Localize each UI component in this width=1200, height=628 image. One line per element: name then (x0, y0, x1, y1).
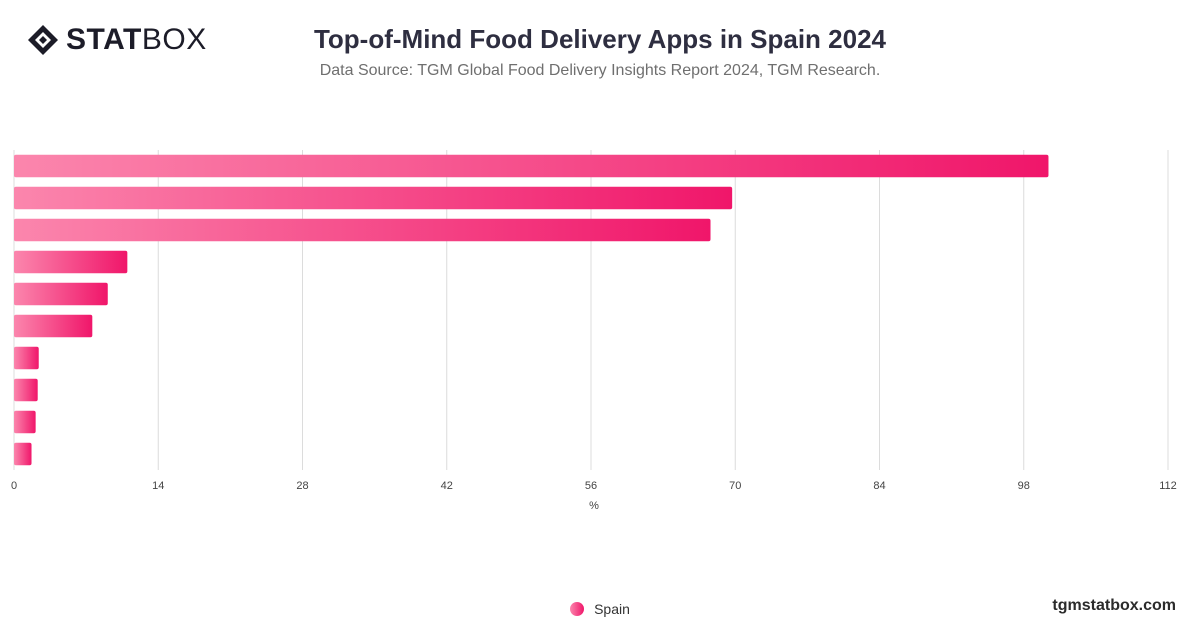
chart-subtitle: Data Source: TGM Global Food Delivery In… (319, 62, 881, 79)
legend-label-spain: Spain (594, 601, 630, 617)
x-tick-label-112: 112 (1159, 480, 1177, 492)
x-tick-label-14: 14 (152, 480, 164, 492)
bar-10[interactable] (14, 442, 32, 466)
bar-3[interactable] (14, 218, 711, 242)
bar-6[interactable] (14, 314, 93, 338)
bar-1[interactable] (14, 154, 1049, 178)
statbox-logo: STATBOX (26, 22, 207, 58)
statbox-logo-icon (28, 25, 58, 55)
footer-site: tgmstatbox.com (1052, 597, 1176, 614)
bar-9[interactable] (14, 410, 36, 434)
x-axis-label: % (589, 500, 599, 512)
bar-8[interactable] (14, 378, 38, 402)
bar-4[interactable] (14, 250, 128, 274)
x-tick-label-84: 84 (873, 480, 885, 492)
bar-2[interactable] (14, 186, 733, 210)
bar-5[interactable] (14, 282, 108, 306)
x-tick-label-42: 42 (441, 480, 453, 492)
logo-text-light: BOX (141, 23, 207, 56)
legend-swatch-spain (570, 602, 585, 616)
bar-7[interactable] (14, 346, 39, 370)
x-tick-label-28: 28 (296, 480, 308, 492)
x-tick-label-0: 0 (11, 480, 17, 492)
x-tick-label-56: 56 (585, 480, 597, 492)
x-tick-label-70: 70 (729, 480, 741, 492)
logo-text-bold: STAT (66, 23, 142, 56)
legend: Spain (0, 601, 1200, 617)
chart-title: Top-of-Mind Food Delivery Apps in Spain … (313, 24, 887, 54)
logo-text: STATBOX (66, 22, 207, 58)
x-tick-label-98: 98 (1018, 480, 1030, 492)
